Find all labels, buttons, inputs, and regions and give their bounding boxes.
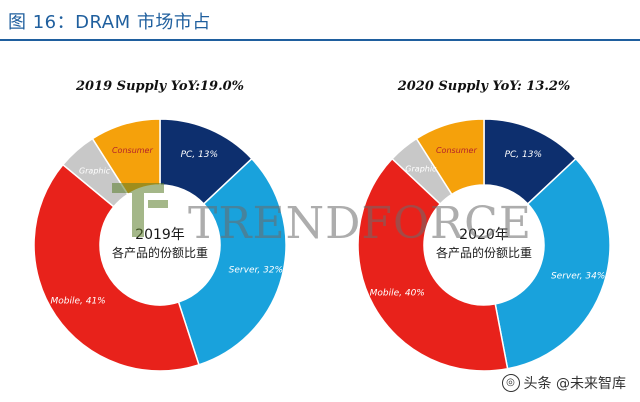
slice-server — [494, 157, 611, 370]
slice-label-consumer: Consumer — [112, 146, 154, 155]
title-rule — [0, 39, 640, 41]
slice-label-server: Server, 34% — [551, 272, 605, 282]
figure-title: 图 16：DRAM 市场市占 — [8, 12, 211, 33]
center-label-line-2: 各产品的份额比重 — [436, 245, 532, 260]
slice-mobile — [357, 157, 509, 372]
chart-title: 2019 Supply YoY:19.0% — [75, 79, 244, 94]
donut-charts: 2019 Supply YoY:19.0% PC, 13% Server, 32% M… — [33, 79, 611, 372]
wechat-logo-icon: ◎ — [501, 374, 520, 392]
slice-label-pc: PC, 13% — [181, 150, 218, 160]
center-label-line-1: 2019年 — [135, 227, 185, 243]
trendforce-watermark: TRENDFORCE — [112, 183, 532, 249]
slice-label-graphic: Graphic — [79, 167, 111, 176]
center-label-line-2: 各产品的份额比重 — [112, 245, 208, 260]
slice-label-pc: PC, 13% — [505, 150, 542, 160]
trendforce-watermark-text: TRENDFORCE — [188, 198, 532, 249]
slice-label-mobile: Mobile, 40% — [370, 289, 425, 299]
slice-mobile — [33, 163, 200, 372]
donut-chart-2: 2020 Supply YoY: 13.2% PC, 13% Server, 34%… — [357, 79, 611, 372]
slice-label-consumer: Consumer — [436, 146, 478, 155]
source-watermark: ◎ 头条 @未来智库 — [497, 372, 630, 394]
slice-label-mobile: Mobile, 41% — [50, 297, 105, 307]
slice-label-server: Server, 32% — [229, 266, 283, 276]
slice-label-graphic: Graphic — [405, 165, 437, 174]
donut-chart-1: 2019 Supply YoY:19.0% PC, 13% Server, 32% M… — [33, 79, 287, 372]
chart-title: 2020 Supply YoY: 13.2% — [397, 79, 571, 94]
figure-header: 图 16：DRAM 市场市占 — [0, 0, 640, 41]
trendforce-logo-icon — [112, 183, 168, 237]
source-watermark-text: 头条 @未来智库 — [523, 376, 626, 392]
center-label-line-1: 2020年 — [459, 227, 509, 243]
slice-server — [177, 157, 287, 366]
slice-consumer — [415, 118, 485, 196]
